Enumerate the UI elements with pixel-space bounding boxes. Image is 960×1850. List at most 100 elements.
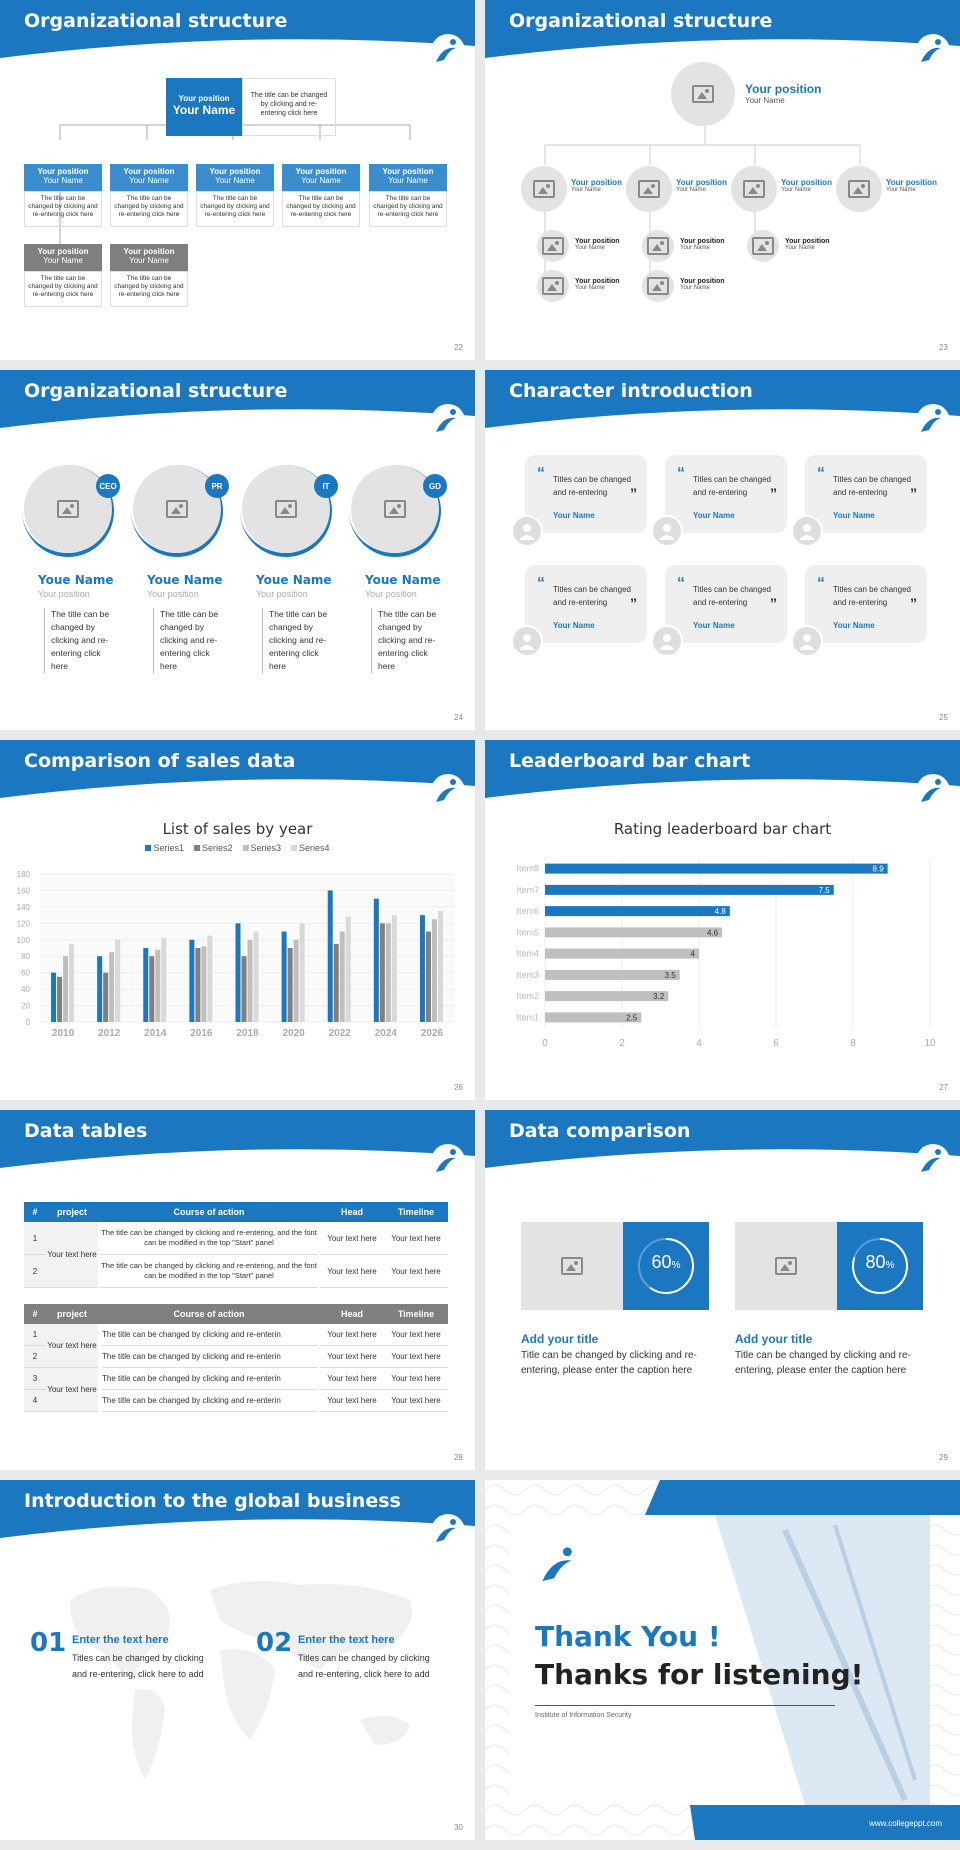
action-cell: The title can be changed by clicking and… <box>102 1390 318 1412</box>
photo-placeholder[interactable] <box>626 166 672 212</box>
position-description: The title can be changed by clicking and… <box>24 191 102 227</box>
timeline-cell: Your text here <box>384 1368 448 1390</box>
divider <box>535 1705 835 1706</box>
name-label: Your Name <box>215 176 255 185</box>
photo-placeholder-small[interactable] <box>642 270 674 302</box>
photo-placeholder-small[interactable] <box>642 230 674 262</box>
position-box[interactable]: Your position Your Name <box>24 244 102 271</box>
character-card[interactable]: “ ” Titles can be changed and re-entering Y… <box>805 565 927 643</box>
photo-placeholder[interactable] <box>521 1222 623 1310</box>
top-position-box[interactable]: Your position Your Name <box>166 78 242 136</box>
head-cell: Your text here <box>320 1368 384 1390</box>
node-label: Your position Your Name <box>680 278 725 291</box>
bar <box>207 935 213 1022</box>
action-cell: The title can be changed by clicking and… <box>102 1346 318 1368</box>
character-card[interactable]: “ ” Titles can be changed and re-entering Y… <box>805 455 927 533</box>
photo-placeholder[interactable] <box>735 1222 837 1310</box>
photo-ring <box>131 465 223 557</box>
slide-24[interactable]: Organizational structure CEO Youe Name You… <box>0 370 475 730</box>
item-heading: Enter the text here <box>298 1634 395 1646</box>
photo-placeholder[interactable] <box>521 166 567 212</box>
x-tick-label: 10 <box>924 1038 936 1049</box>
position-box[interactable]: Your position Your Name <box>282 164 360 191</box>
character-card[interactable]: “ ” Titles can be changed and re-entering Y… <box>525 565 647 643</box>
position-box[interactable]: Your position Your Name <box>110 244 188 271</box>
quote-close-icon: ” <box>770 595 777 611</box>
slide-title: Character introduction <box>509 380 753 402</box>
photo-placeholder[interactable] <box>836 166 882 212</box>
card-text: Titles can be changed and re-entering <box>553 585 631 607</box>
position-box[interactable]: Your position Your Name <box>196 164 274 191</box>
photo-placeholder-small[interactable] <box>537 230 569 262</box>
bar-value-label: 3.5 <box>665 971 677 980</box>
image-icon <box>848 180 870 198</box>
slide-22[interactable]: Organizational structure Your position Y… <box>0 0 475 360</box>
percent-box: 80% <box>837 1222 923 1310</box>
bar <box>299 923 305 1022</box>
position-box[interactable]: Your position Your Name <box>24 164 102 191</box>
position-label: Your position <box>209 167 261 176</box>
bar <box>103 972 109 1022</box>
table-header-cell: Timeline <box>384 1202 448 1222</box>
website-url[interactable]: www.collegeppt.com <box>869 1819 942 1828</box>
image-icon <box>542 277 564 295</box>
bar <box>201 946 207 1022</box>
slide-30[interactable]: Introduction to the global business 01 En… <box>0 1480 475 1840</box>
page-number: 22 <box>454 343 463 352</box>
user-icon <box>519 634 535 650</box>
bar <box>545 927 723 938</box>
photo-placeholder-small[interactable] <box>747 230 779 262</box>
y-tick-label: 40 <box>21 985 30 994</box>
card-text: Titles can be changed and re-entering <box>833 475 911 497</box>
thanks-title: Thank You ! <box>535 1620 721 1653</box>
name-label: Your Name <box>129 176 169 185</box>
top-photo-placeholder[interactable] <box>671 62 735 126</box>
role-badge: GD <box>423 474 447 498</box>
card-name: Your Name <box>833 511 875 520</box>
timeline-cell: Your text here <box>384 1222 448 1255</box>
chart-legend: Series1 Series2 Series3 Series4 <box>0 843 475 853</box>
card-name: Your Name <box>693 511 735 520</box>
position-box[interactable]: Your position Your Name <box>369 164 447 191</box>
page-number: 25 <box>939 713 948 722</box>
x-tick-label: 2018 <box>236 1028 259 1039</box>
node-label: Your position Your Name <box>886 178 937 193</box>
legend-label: Series2 <box>201 843 233 853</box>
bar <box>385 923 391 1022</box>
name-label: Your Name <box>43 256 83 265</box>
bar <box>333 943 339 1022</box>
head-cell: Your text here <box>320 1346 384 1368</box>
character-card[interactable]: “ ” Titles can be changed and re-entering Y… <box>665 455 787 533</box>
top-name: Your Name <box>172 103 236 117</box>
slide-25[interactable]: Character introduction “” Titles can be c… <box>485 370 960 730</box>
position-label: Your position <box>575 278 620 285</box>
bar <box>425 931 431 1022</box>
position-box[interactable]: Your position Your Name <box>110 164 188 191</box>
photo-ring <box>349 465 441 557</box>
photo-placeholder-small[interactable] <box>537 270 569 302</box>
slide-26[interactable]: Comparison of sales data List of sales b… <box>0 740 475 1100</box>
photo-placeholder[interactable] <box>242 465 330 553</box>
bar-value-label: 4.8 <box>715 907 727 916</box>
person-position: Your position <box>256 589 308 599</box>
slide-27[interactable]: Leaderboard bar chart Rating leaderboard… <box>485 740 960 1100</box>
y-tick-label: 140 <box>17 903 31 912</box>
position-description: The title can be changed by clicking and… <box>110 271 188 307</box>
slide-28[interactable]: Data tables # project Course of action Head… <box>0 1110 475 1470</box>
y-tick-label: 100 <box>17 936 31 945</box>
character-card[interactable]: “ ” Titles can be changed and re-entering Y… <box>525 455 647 533</box>
category-label: Item7 <box>516 885 539 895</box>
avatar <box>651 515 683 547</box>
character-card[interactable]: “ ” Titles can be changed and re-entering Y… <box>665 565 787 643</box>
table-header-cell: Course of action <box>98 1202 320 1222</box>
avatar <box>511 625 543 657</box>
slide-29[interactable]: Data comparison 60% Add your title Title c… <box>485 1110 960 1470</box>
slide-23[interactable]: Organizational structure Your position Y… <box>485 0 960 360</box>
legend-item: Series4 <box>291 843 330 853</box>
card-name: Your Name <box>553 621 595 630</box>
person-description: The title can be changed by clicking and… <box>44 608 116 673</box>
card-text: Titles can be changed and re-entering <box>693 585 771 607</box>
slide-31-thanks[interactable]: Thank You ! Thanks for listening! Instit… <box>485 1480 960 1840</box>
photo-placeholder[interactable] <box>731 166 777 212</box>
card-name: Your Name <box>693 621 735 630</box>
